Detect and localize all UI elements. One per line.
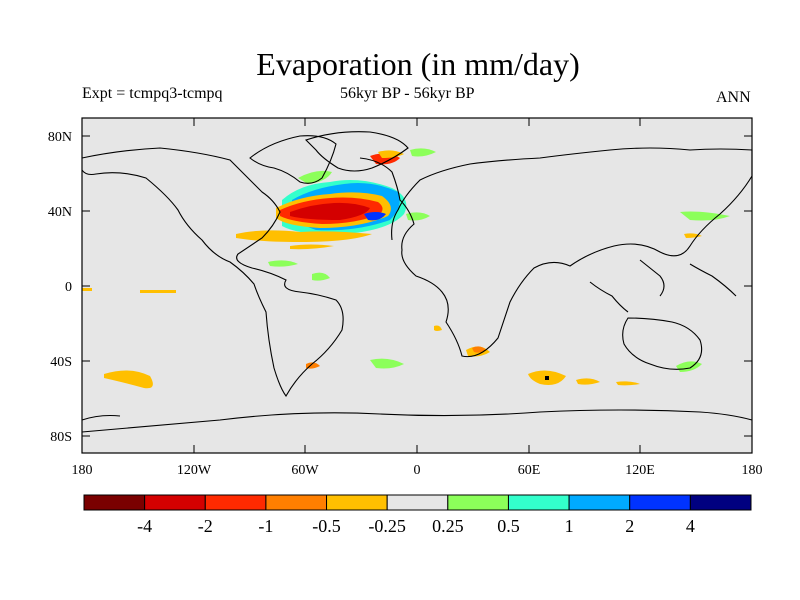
colorbar-label: 4 [686, 516, 695, 536]
anomaly-patch [236, 230, 372, 242]
map-title: Evaporation (in mm/day) [256, 46, 580, 82]
anomaly-patch [370, 358, 404, 369]
ocean-background [82, 118, 752, 453]
anomaly-patch [378, 150, 404, 158]
lat-label: 40S [50, 355, 72, 370]
colorbar-swatch [204, 494, 267, 511]
lon-label: 60E [518, 463, 541, 478]
anomaly-patch [140, 290, 176, 293]
lat-label: 0 [65, 280, 72, 295]
colorbar-swatch [447, 494, 509, 511]
axis-ticks [82, 118, 752, 453]
lon-label: 180 [72, 463, 93, 478]
lon-label: 60W [291, 463, 319, 478]
anomaly-patch [364, 212, 386, 221]
anomaly-patch [104, 370, 153, 389]
anomaly-patch [472, 346, 486, 353]
colorbar-swatch [568, 494, 631, 511]
anomaly-fields [82, 148, 730, 389]
experiment-label: Expt = tcmpq3-tcmpq [82, 85, 223, 102]
anomaly-patch [410, 148, 436, 157]
anomaly-patch [82, 288, 92, 291]
colorbar-label: 1 [565, 516, 574, 536]
anomaly-patch [616, 381, 640, 386]
lat-label: 40N [48, 205, 72, 220]
colorbar-swatch [386, 494, 449, 511]
colorbar-label: 0.5 [497, 516, 520, 536]
map-frame [81, 117, 753, 454]
colorbar-swatch [83, 494, 146, 511]
colorbar-swatch [629, 494, 691, 511]
anomaly-patch [434, 325, 442, 331]
colorbar-label: -4 [137, 516, 152, 536]
anomaly-patch [684, 233, 702, 238]
colorbar-swatch [326, 494, 388, 511]
colorbar-label: -0.5 [312, 516, 341, 536]
lat-label: 80N [48, 130, 72, 145]
anomaly-patch [268, 260, 298, 267]
anomaly-marker [545, 376, 549, 380]
anomaly-patch [680, 211, 730, 221]
colorbar-swatch [689, 494, 752, 511]
longitude-labels: 180 120W 60W 0 60E 120E 180 [72, 463, 763, 478]
lat-label: 80S [50, 430, 72, 445]
colorbar-label: 2 [625, 516, 634, 536]
colorbar-swatch [144, 494, 206, 511]
lon-label: 120W [177, 463, 212, 478]
colorbar-swatch [265, 494, 328, 511]
season-label: ANN [716, 89, 751, 106]
period-label: 56kyr BP - 56kyr BP [340, 85, 475, 102]
latitude-labels: 80N 40N 0 40S 80S [48, 130, 72, 445]
lon-label: 180 [742, 463, 763, 478]
colorbar: -4 -2 -1 -0.5 -0.25 0.25 0.5 1 2 4 [83, 494, 752, 536]
anomaly-patch [306, 362, 320, 369]
colorbar-swatch [507, 494, 570, 511]
anomaly-patch [290, 202, 370, 220]
anomaly-patch [312, 272, 330, 281]
lon-label: 0 [414, 463, 421, 478]
coastlines [81, 131, 753, 433]
colorbar-label: -1 [258, 516, 273, 536]
lon-label: 120E [625, 463, 655, 478]
anomaly-patch [576, 378, 600, 385]
anomaly-patch [290, 244, 334, 250]
colorbar-label: -0.25 [368, 516, 406, 536]
colorbar-label: -2 [198, 516, 213, 536]
colorbar-label: 0.25 [432, 516, 464, 536]
